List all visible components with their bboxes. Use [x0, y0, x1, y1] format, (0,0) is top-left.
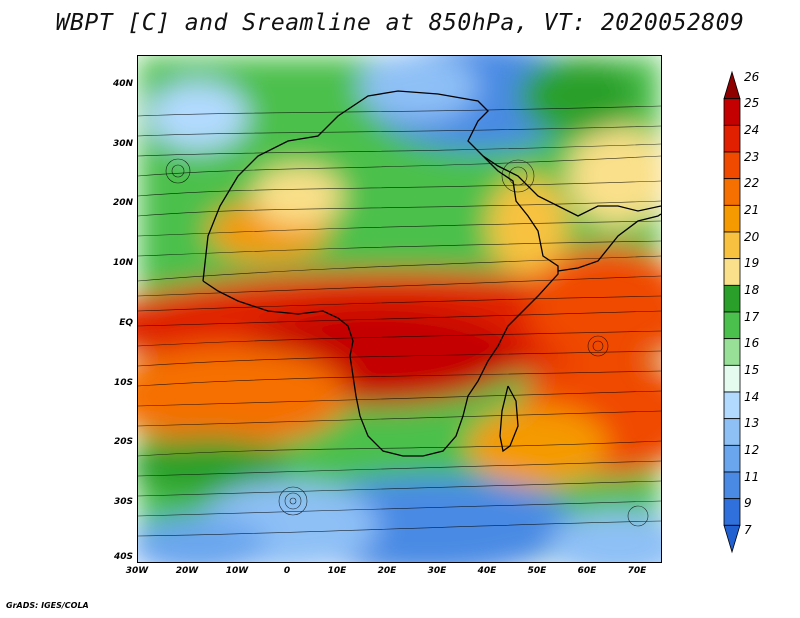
colorbar-swatch — [723, 471, 741, 500]
coastlines — [202, 90, 661, 457]
colorbar-level-label: 26 — [744, 69, 760, 84]
colorbar-level-label: 13 — [744, 416, 760, 431]
colorbar-level-label: 18 — [744, 283, 760, 297]
colorbar-swatch — [723, 151, 741, 180]
lon-tick-label: 70E — [627, 566, 647, 576]
colorbar-level-label: 19 — [744, 256, 760, 271]
colorbar-swatch — [723, 364, 741, 393]
lon-tick-label: 10E — [327, 566, 347, 576]
colorbar-level-label: 9 — [744, 496, 752, 511]
lon-tick-label: 50E — [527, 566, 547, 576]
lon-tick-label: 40E — [477, 566, 497, 576]
lat-tick-label: EQ — [119, 317, 133, 328]
lat-tick-label: 30S — [113, 497, 133, 508]
colorbar: 26 25 24 23 22 21 20 19 18 17 16 15 14 13 12 11 9 7 — [722, 62, 792, 562]
colorbar-swatch — [723, 524, 741, 554]
lon-tick-label: 20W — [175, 566, 199, 576]
lat-tick-label: 40S — [113, 552, 133, 562]
colorbar-level-label: 15 — [744, 363, 760, 377]
colorbar-swatch — [723, 338, 741, 366]
colorbar-level-label: 24 — [744, 123, 760, 137]
colorbar-level-label: 20 — [744, 229, 760, 244]
lat-tick-label: 10N — [112, 258, 133, 269]
wbpt-streamline-map — [137, 55, 662, 563]
colorbar-swatch — [723, 231, 741, 260]
lon-tick-label: 30W — [125, 566, 149, 576]
lat-tick-label: 10S — [113, 377, 133, 388]
lon-tick-label: 20E — [377, 566, 397, 576]
lon-tick-label: 0 — [283, 566, 291, 576]
colorbar-swatch — [723, 284, 741, 313]
colorbar-swatch — [723, 204, 741, 233]
footer-credit: GrADS: IGES/COLA — [6, 601, 89, 610]
lat-tick-label: 40N — [112, 78, 133, 89]
colorbar-level-label: 25 — [744, 96, 760, 111]
colorbar-level-label: 16 — [744, 336, 760, 351]
lat-tick-label: 20S — [113, 437, 133, 448]
colorbar-swatch — [723, 498, 741, 526]
colorbar-level-label: 14 — [744, 389, 760, 404]
colorbar-swatch — [723, 444, 741, 473]
lat-tick-label: 20N — [112, 198, 133, 209]
colorbar-level-label: 17 — [744, 309, 760, 324]
colorbar-level-label: 11 — [744, 469, 760, 484]
lon-tick-label: 30E — [427, 566, 447, 576]
colorbar-level-label: 7 — [744, 523, 752, 537]
colorbar-swatch — [723, 391, 741, 420]
lon-tick-label: 10W — [225, 566, 249, 576]
colorbar-swatch — [723, 70, 741, 100]
colorbar-swatch — [723, 258, 741, 286]
colorbar-swatch — [723, 418, 741, 446]
temperature-field — [138, 56, 661, 562]
colorbar-level-label: 21 — [744, 203, 760, 217]
lat-tick-label: 30N — [112, 138, 133, 149]
colorbar-level-label: 12 — [744, 443, 760, 457]
chart-title: WBPT [C] and Sreamline at 850hPa, VT: 20… — [55, 10, 745, 36]
lon-tick-label: 60E — [577, 566, 597, 576]
colorbar-swatch — [723, 98, 741, 126]
colorbar-level-label: 22 — [744, 176, 760, 191]
colorbar-level-label: 23 — [744, 149, 760, 164]
colorbar-swatch — [723, 311, 741, 340]
colorbar-swatch — [723, 124, 741, 153]
colorbar-swatch — [723, 178, 741, 206]
